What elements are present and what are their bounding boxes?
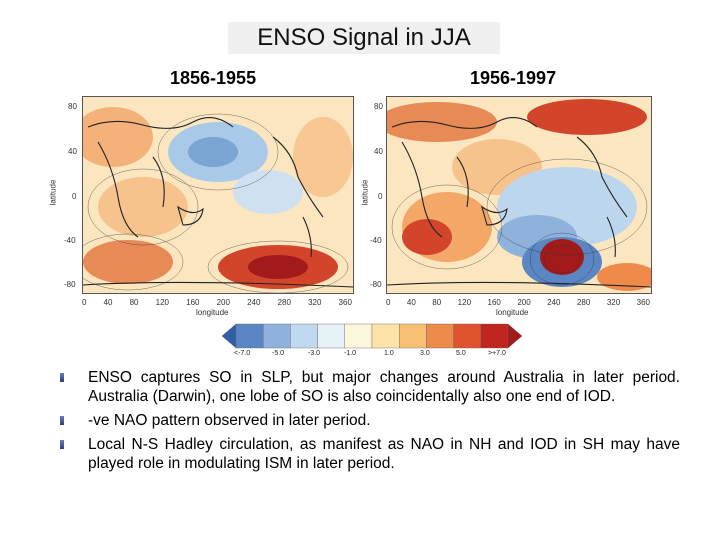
colorbar-label: 5.0 <box>456 350 466 357</box>
ytick-right: -80 <box>370 280 382 289</box>
colorbar-cell <box>317 323 345 349</box>
xticks-left: 0 40 80 120 160 200 240 280 320 360 <box>82 298 352 307</box>
colorbar-label: <-7.0 <box>234 350 251 357</box>
bullet-marker-icon <box>60 440 64 449</box>
ytick-right: -40 <box>370 236 382 245</box>
anomaly-positive <box>98 177 188 237</box>
ytick-left: 0 <box>72 192 77 201</box>
coastlines <box>83 116 353 288</box>
y-axis-label-right: latitude <box>360 179 370 206</box>
xtick: 40 <box>103 298 113 307</box>
period-label-right: 1956-1997 <box>470 68 557 88</box>
colorbar-label: 3.0 <box>420 350 430 357</box>
colorbar-label: -1.0 <box>344 350 357 357</box>
anomaly-positive <box>387 102 497 142</box>
xtick: 80 <box>129 298 139 307</box>
period-label-left: 1856-1955 <box>170 68 257 88</box>
anomaly-positive <box>248 255 308 279</box>
anomaly-positive <box>83 107 153 167</box>
xtick: 320 <box>308 298 322 307</box>
slp-anomaly-map-left <box>82 96 354 294</box>
bullet-text: Local N-S Hadley circulation, as manifes… <box>88 436 680 472</box>
bullet-item: Local N-S Hadley circulation, as manifes… <box>60 435 680 473</box>
colorbar <box>222 323 522 349</box>
xtick: 120 <box>155 298 169 307</box>
anomaly-positive <box>402 219 452 255</box>
coastlines <box>387 116 651 288</box>
xtick: 0 <box>82 298 87 307</box>
map-graphic-right <box>387 97 651 293</box>
contours <box>83 113 349 293</box>
anomaly-negative <box>188 137 238 167</box>
colorbar-cell <box>398 323 427 349</box>
xtick: 120 <box>457 298 472 307</box>
xtick: 0 <box>386 298 391 307</box>
xtick: 280 <box>576 298 591 307</box>
colorbar-cell <box>371 323 400 349</box>
bullet-item: -ve NAO pattern observed in later period… <box>60 411 680 430</box>
bullet-marker-icon <box>60 373 64 382</box>
ytick-left: -80 <box>64 280 76 289</box>
ytick-right: 40 <box>374 147 383 156</box>
y-axis-label-left: latitude <box>48 179 58 206</box>
ytick-left: 40 <box>68 147 77 156</box>
colorbar-label: -5.0 <box>272 350 285 357</box>
colorbar-cell <box>235 323 264 349</box>
xtick: 240 <box>247 298 261 307</box>
colorbar-cell <box>480 323 509 349</box>
colorbar-cell <box>263 323 291 349</box>
bullet-text: -ve NAO pattern observed in later period… <box>88 412 371 429</box>
xtick: 80 <box>432 298 442 307</box>
xtick: 360 <box>338 298 352 307</box>
colorbar-cell <box>507 323 522 349</box>
anomaly-positive <box>83 240 173 284</box>
xtick: 200 <box>216 298 230 307</box>
ytick-left: -40 <box>64 236 76 245</box>
ytick-left: 80 <box>68 102 77 111</box>
colorbar-cell <box>426 323 454 349</box>
xtick: 280 <box>277 298 291 307</box>
colorbar-cell <box>344 323 373 349</box>
xticks-right: 0 40 80 120 160 200 240 280 320 360 <box>386 298 650 307</box>
bullet-text: ENSO captures SO in SLP, but major chang… <box>88 369 680 405</box>
colorbar-label: 1.0 <box>384 350 394 357</box>
xtick: 320 <box>606 298 621 307</box>
slp-anomaly-map-right <box>386 96 652 294</box>
bullet-marker-icon <box>60 416 64 425</box>
bullet-list: ENSO captures SO in SLP, but major chang… <box>60 368 680 478</box>
colorbar-cell <box>222 323 237 349</box>
colorbar-label: >+7.0 <box>488 350 506 357</box>
colorbar-label: -3.0 <box>308 350 321 357</box>
bullet-item: ENSO captures SO in SLP, but major chang… <box>60 368 680 406</box>
xtick: 40 <box>406 298 416 307</box>
xtick: 160 <box>487 298 501 307</box>
anomaly-negative <box>233 170 303 214</box>
xtick: 240 <box>547 298 561 307</box>
slide-title: ENSO Signal in JJA <box>228 22 500 54</box>
xtick: 200 <box>517 298 531 307</box>
x-axis-label-right: longitude <box>496 308 529 317</box>
colorbar-cell <box>290 323 318 349</box>
ytick-right: 0 <box>378 192 383 201</box>
ytick-right: 80 <box>374 102 383 111</box>
anomaly-positive <box>597 263 651 291</box>
x-axis-label-left: longitude <box>196 308 229 317</box>
anomaly-positive <box>527 99 647 135</box>
map-graphic-left <box>83 97 353 293</box>
colorbar-cells <box>222 323 522 349</box>
anomaly-positive <box>540 239 584 275</box>
anomaly-positive <box>293 117 353 197</box>
xtick: 160 <box>186 298 200 307</box>
xtick: 360 <box>636 298 650 307</box>
contours <box>391 158 648 286</box>
colorbar-cell <box>453 323 482 349</box>
